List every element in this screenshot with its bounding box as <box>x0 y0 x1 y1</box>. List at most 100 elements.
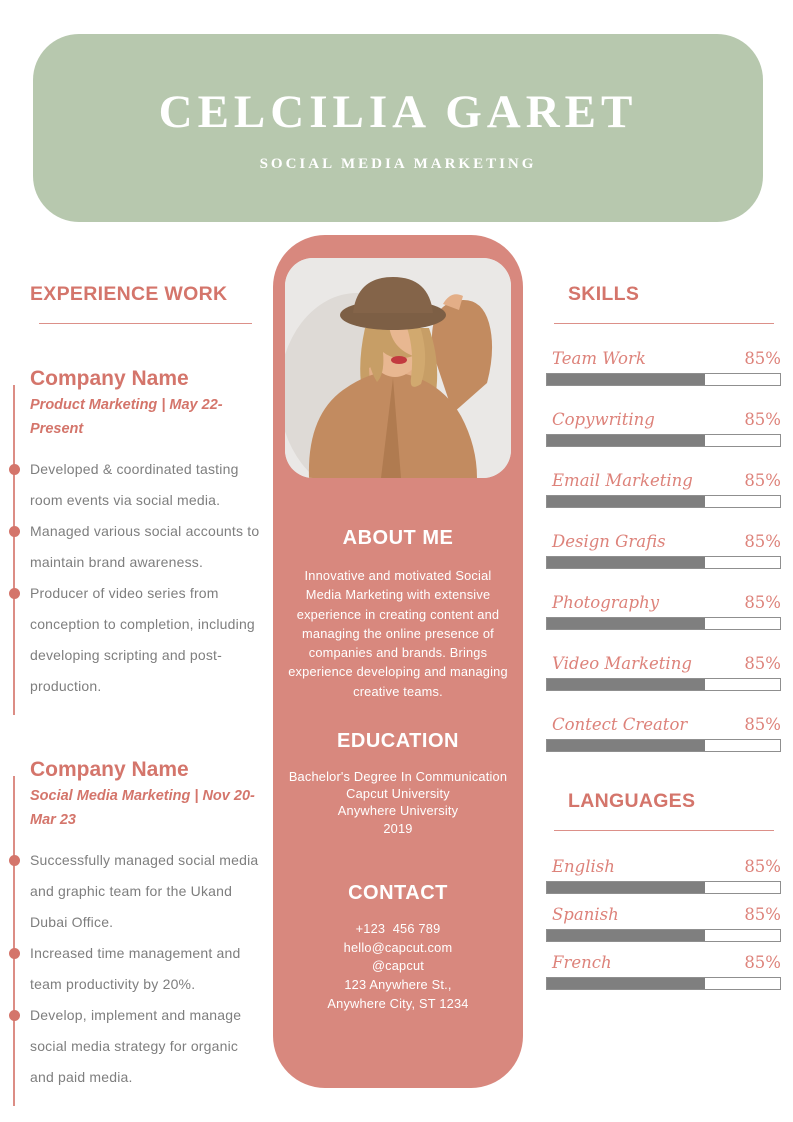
progress-bar <box>546 977 781 990</box>
contact-line: Anywhere City, ST 1234 <box>327 996 469 1012</box>
progress-bar <box>546 678 781 691</box>
progress-bar-fill <box>547 679 706 690</box>
languages-label-row: French 85% <box>546 953 781 972</box>
education-title: EDUCATION <box>337 730 459 753</box>
languages-percent: 85% <box>744 857 781 876</box>
progress-bar <box>546 495 781 508</box>
progress-bar <box>546 556 781 569</box>
contact-line: hello@capcut.com <box>343 939 453 955</box>
edu-line: Capcut University <box>346 786 450 802</box>
job-bullet: Successfully managed social media and gr… <box>9 845 260 938</box>
skills-percent: 85% <box>744 410 781 429</box>
progress-bar-fill <box>547 618 706 629</box>
timeline-line <box>13 385 15 715</box>
experience-title: EXPERIENCE WORK <box>30 283 228 305</box>
languages-label: Spanish <box>552 905 619 924</box>
languages-percent: 85% <box>744 953 781 972</box>
skills-label-row: Video Marketing 85% <box>546 654 781 673</box>
jobs-list: Company Name Product Marketing | May 22-P… <box>9 367 260 1106</box>
edu-line: 2019 <box>383 820 413 836</box>
education-lines: Bachelor's Degree In Communication Capcut… <box>273 768 523 837</box>
about-text: Innovative and motivated Social Media Ma… <box>288 568 508 699</box>
skills-row: Design Grafis 85% <box>546 532 781 569</box>
languages-row: Spanish 85% <box>546 905 781 942</box>
skills-list: Team Work 85% Copywriting 85% Email Marketin… <box>546 349 781 752</box>
experience-section: EXPERIENCE WORK Company Name Product Mark… <box>9 283 260 1106</box>
contact-line: 123 Anywhere St., <box>344 977 452 993</box>
name-title: CELCILIA GARET <box>158 86 638 138</box>
progress-bar <box>546 739 781 752</box>
skills-label-row: Team Work 85% <box>546 349 781 368</box>
job-bullet: Increased time management and team produ… <box>9 938 260 1000</box>
job-entry: Company Name Social Media Marketing | Nov… <box>9 758 260 1106</box>
skills-languages-section: SKILLS Team Work 85% Copywriting 85% Email M… <box>546 283 781 1001</box>
edu-line: Anywhere University <box>337 803 459 819</box>
skills-percent: 85% <box>744 715 781 734</box>
skills-label-row: Copywriting 85% <box>546 410 781 429</box>
contact-title: CONTACT <box>348 881 448 904</box>
role-subtitle: SOCIAL MEDIA MARKETING <box>259 156 537 172</box>
languages-label: English <box>552 857 615 876</box>
contact-lines: +123 456 789 hello@capcut.com @capcut 123 A… <box>273 920 523 1014</box>
languages-row: English 85% <box>546 857 781 894</box>
profile-panel: ABOUT ME Innovative and motivated Social… <box>273 235 523 1088</box>
skills-row: Contect Creator 85% <box>546 715 781 752</box>
skills-label: Photography <box>552 593 660 612</box>
about-title: ABOUT ME <box>342 527 454 549</box>
skills-percent: 85% <box>744 471 781 490</box>
portrait-illustration <box>285 258 511 478</box>
job-bullet: Developed & coordinated tasting room eve… <box>9 454 260 516</box>
progress-bar <box>546 373 781 386</box>
section-divider <box>38 323 252 324</box>
skills-row: Photography 85% <box>546 593 781 630</box>
languages-list: English 85% Spanish 85% French 85% <box>546 857 781 990</box>
job-meta: Social Media Marketing | Nov 20-Mar 23 <box>30 788 255 828</box>
progress-bar-fill <box>547 978 706 989</box>
languages-label-row: English 85% <box>546 857 781 876</box>
skills-label-row: Contect Creator 85% <box>546 715 781 734</box>
skills-label-row: Design Grafis 85% <box>546 532 781 551</box>
skills-percent: 85% <box>744 654 781 673</box>
progress-bar-fill <box>547 435 706 446</box>
header-banner: CELCILIA GARET SOCIAL MEDIA MARKETING <box>33 34 763 222</box>
company-name: Company Name <box>30 367 189 390</box>
languages-label: French <box>552 953 612 972</box>
languages-title: LANGUAGES <box>568 790 696 812</box>
contact-line: @capcut <box>371 958 425 974</box>
skills-label: Copywriting <box>552 410 655 429</box>
skills-percent: 85% <box>744 593 781 612</box>
progress-bar-fill <box>547 374 706 385</box>
section-divider <box>553 323 774 324</box>
company-name: Company Name <box>30 758 189 781</box>
edu-line: Bachelor's Degree In Communication <box>288 769 508 785</box>
languages-percent: 85% <box>744 905 781 924</box>
skills-label: Contect Creator <box>552 715 688 734</box>
section-divider <box>553 830 774 831</box>
job-bullets: Developed & coordinated tasting room eve… <box>9 454 260 702</box>
languages-label-row: Spanish 85% <box>546 905 781 924</box>
progress-bar-fill <box>547 882 706 893</box>
skills-label-row: Photography 85% <box>546 593 781 612</box>
skills-row: Video Marketing 85% <box>546 654 781 691</box>
skills-row: Email Marketing 85% <box>546 471 781 508</box>
languages-row: French 85% <box>546 953 781 990</box>
skills-title: SKILLS <box>568 283 640 305</box>
skills-row: Team Work 85% <box>546 349 781 386</box>
progress-bar <box>546 929 781 942</box>
skills-label: Video Marketing <box>552 654 692 673</box>
progress-bar-fill <box>547 930 706 941</box>
progress-bar <box>546 617 781 630</box>
job-entry: Company Name Product Marketing | May 22-P… <box>9 367 260 715</box>
progress-bar <box>546 434 781 447</box>
skills-label: Email Marketing <box>552 471 693 490</box>
profile-photo <box>285 258 511 478</box>
job-bullet: Managed various social accounts to maint… <box>9 516 260 578</box>
job-meta: Product Marketing | May 22-Present <box>30 397 223 437</box>
skills-label: Team Work <box>552 349 646 368</box>
skills-percent: 85% <box>744 349 781 368</box>
progress-bar-fill <box>547 496 706 507</box>
job-bullets: Successfully managed social media and gr… <box>9 845 260 1093</box>
skills-label-row: Email Marketing 85% <box>546 471 781 490</box>
skills-row: Copywriting 85% <box>546 410 781 447</box>
